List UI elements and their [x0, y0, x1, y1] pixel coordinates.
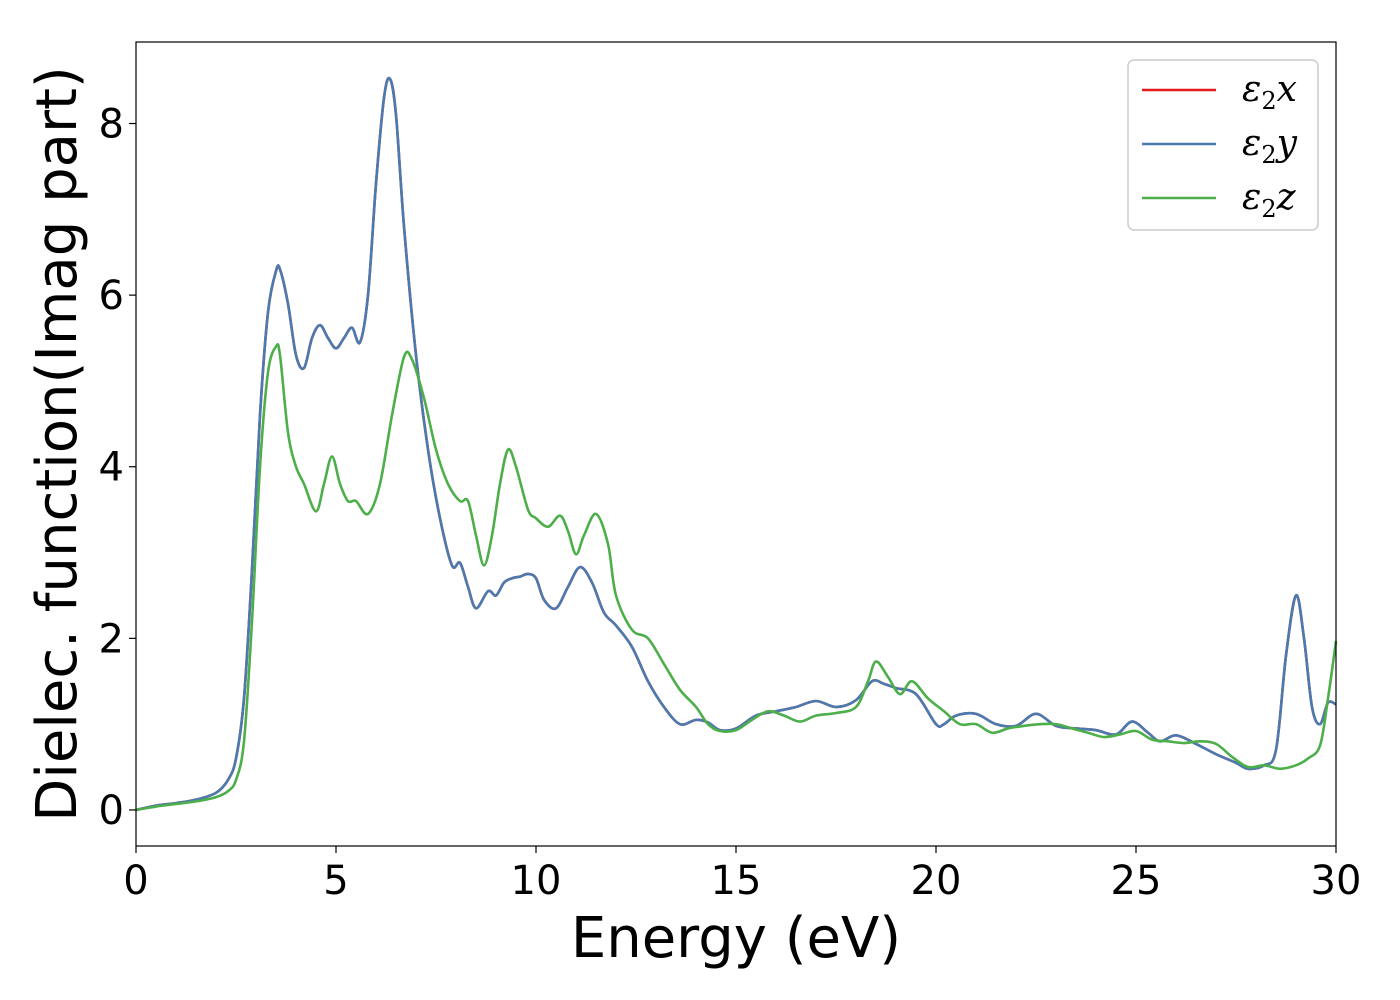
series-line-y: [135, 76, 1337, 812]
x-tick-label: 30: [1311, 858, 1362, 904]
x-tick-label: 0: [123, 858, 148, 904]
x-tick-label: 20: [911, 858, 962, 904]
legend-frame: [1127, 59, 1319, 231]
x-axis-label: Energy (eV): [571, 906, 901, 971]
x-tick-label: 10: [511, 858, 562, 904]
y-tick-label: 6: [99, 273, 124, 319]
legend-label-x: ε2x: [1242, 69, 1297, 115]
y-tick-label: 2: [99, 616, 124, 662]
y-tick-label: 4: [99, 445, 124, 491]
x-tick-label: 15: [711, 858, 762, 904]
legend-label-y: ε2y: [1242, 123, 1298, 169]
legend-label-z: ε2z: [1242, 177, 1297, 223]
x-tick-label: 5: [323, 858, 348, 904]
series-layer: [135, 76, 1338, 812]
x-tick-label: 25: [1111, 858, 1162, 904]
x-axis: 0 5 10 15 20 25 30: [123, 846, 1361, 904]
y-axis: 0 2 4 6 8: [99, 102, 136, 834]
y-axis-label: Dielec. function(Imag part): [25, 66, 90, 822]
y-tick-label: 8: [99, 102, 124, 148]
legend: ε2x ε2y ε2z: [1127, 59, 1319, 231]
y-tick-label: 0: [99, 788, 124, 834]
series-line-z: [135, 342, 1338, 812]
